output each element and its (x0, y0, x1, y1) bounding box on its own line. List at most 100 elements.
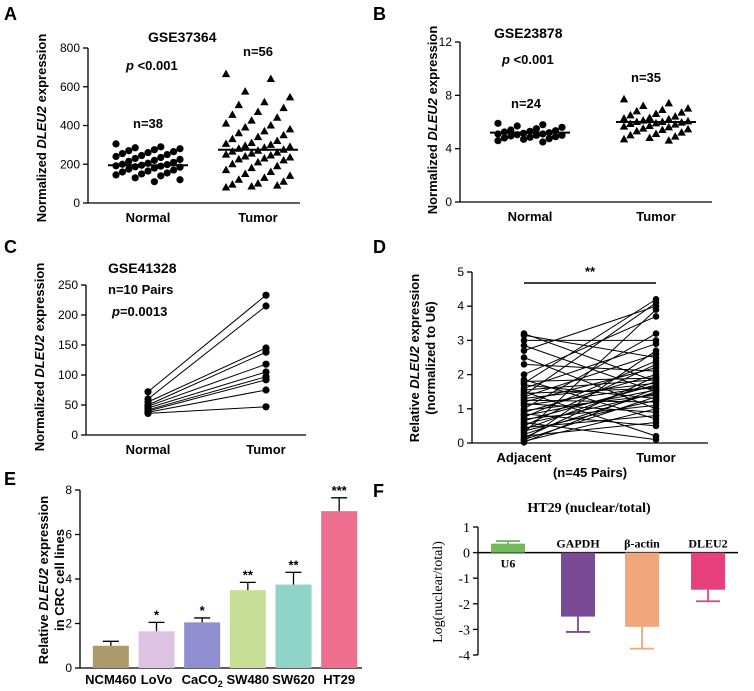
panel-b-y-tick-label: 12 (439, 35, 453, 49)
panel-c-pair-line (147, 363, 267, 407)
panel-a-ylabel: Normalized DLEU2 expression (34, 34, 49, 223)
panel-a-x-tick-label: Normal (126, 210, 171, 225)
panel-a-point (260, 153, 269, 162)
panel-a-point (221, 139, 231, 147)
panel-a-point (260, 126, 269, 135)
panel-d-point (652, 330, 660, 337)
panel-f-bar (561, 552, 595, 617)
panel-d-pair-line (523, 384, 657, 422)
panel-b-point (645, 113, 654, 121)
panel-a-point (176, 155, 184, 164)
panel-b-point (532, 125, 541, 133)
panel-d-x-tick-label: Adjacent (497, 450, 553, 465)
panel-a-point (285, 171, 295, 179)
panel-a-point (176, 176, 184, 184)
panel-a-point (266, 74, 275, 82)
panel-d-point (652, 436, 660, 443)
panel-a-point (131, 174, 139, 182)
panel-b-point (520, 135, 528, 143)
panel-a-point (273, 113, 282, 121)
panel-b-title: GSE23878 (494, 25, 563, 41)
panel-a-point (112, 152, 120, 161)
panel-a-point (285, 142, 295, 150)
panel-a-point (157, 172, 165, 180)
panel-f-bar-label: GAPDH (556, 537, 600, 551)
panel-b-point (500, 134, 508, 142)
panel-e-x-tick-label: NCM460 (85, 672, 136, 687)
panel-d-point (652, 340, 660, 348)
panel-e-significance: *** (332, 483, 348, 498)
panel-f-bar-label: β-actin (624, 537, 660, 551)
panel-d-pair-line (523, 384, 657, 400)
panel-e-y-tick-label: 4 (65, 572, 72, 586)
panel-a-point (260, 173, 269, 181)
panel-a-chart: GSE37364 p <0.001 n=38 n=56 Normalized D… (34, 29, 300, 225)
panel-d-y-tick-label: 1 (457, 402, 464, 416)
panel-b-point (664, 136, 673, 144)
panel-a-point (285, 152, 295, 161)
panel-label-a: A (4, 4, 17, 24)
panel-d-point (520, 347, 528, 354)
panel-a-point (285, 124, 295, 133)
panel-f-y-tick-label: 1 (463, 521, 470, 536)
panel-d-pair-line (523, 399, 657, 403)
panel-f-chart: HT29 (nuclear/total) Log(nuclear/total) … (431, 501, 738, 664)
panel-a-point (279, 103, 288, 112)
panel-a-point (247, 182, 256, 190)
panel-a-point (285, 92, 295, 101)
panel-a-point (221, 150, 231, 158)
panel-f-bar (491, 543, 525, 553)
panel-f-bar (691, 552, 725, 590)
panel-a-y-tick-label: 600 (60, 80, 80, 94)
panel-b-pvalue: p <0.001 (501, 52, 554, 67)
panel-a-y-tick-label: 200 (60, 157, 80, 171)
panel-a-point (157, 153, 165, 162)
panel-b-point (651, 129, 661, 137)
panel-d-ylabel-2: (normalized to U6) (423, 301, 438, 414)
panel-b-point (619, 94, 629, 103)
panel-b-point (664, 114, 673, 123)
panel-c-point (144, 388, 152, 396)
panel-a-point (234, 175, 243, 183)
panel-b-point (626, 110, 635, 119)
panel-c-title: GSE41328 (108, 260, 177, 276)
panel-d-y-tick-label: 2 (457, 368, 464, 382)
panel-d-y-tick-label: 0 (457, 436, 464, 450)
panel-a-point (228, 134, 237, 143)
panel-label-b: B (373, 4, 386, 24)
panel-a-point (266, 167, 275, 175)
panel-b-point (645, 121, 654, 129)
panel-c-subtitle: n=10 Pairs (108, 282, 173, 297)
panel-a-point (228, 180, 237, 188)
panel-e-x-tick-label: CaCO2 (182, 672, 223, 689)
panel-e-bar (92, 645, 129, 668)
panel-a-point (247, 116, 256, 124)
panel-d-point (520, 331, 528, 339)
panel-a-point (273, 181, 282, 189)
panel-b-point (507, 132, 515, 140)
panel-e-y-tick-label: 6 (65, 528, 72, 542)
panel-c-pair-line (147, 305, 267, 400)
panel-e-bar (275, 584, 312, 668)
panel-a-point (241, 141, 250, 149)
panel-b-y-tick-label: 4 (445, 142, 452, 156)
panel-d-point (652, 313, 660, 320)
panel-d-y-tick-label: 4 (457, 299, 464, 313)
panel-e-bar (184, 622, 221, 668)
panel-b-point (683, 124, 693, 133)
panel-a-point (266, 140, 275, 148)
panel-a-point (131, 154, 139, 163)
panel-d-point (652, 419, 660, 426)
panel-b-point (664, 122, 673, 131)
panel-c-pvalue: p=0.0013 (111, 304, 167, 319)
panel-e-y-tick-label: 2 (65, 617, 72, 631)
panel-a-point (163, 150, 171, 159)
panel-c-pair-line (147, 376, 267, 411)
panel-e-bar (138, 631, 175, 668)
panel-f-bar-label: DLEU2 (688, 537, 727, 551)
panel-a-point (163, 169, 171, 177)
panel-f-y-tick-label: -4 (458, 649, 470, 664)
panel-b-chart: GSE23878 p <0.001 n=24 n=35 Normalized D… (425, 25, 712, 224)
panel-d-pair-line (523, 403, 657, 413)
panel-b-point (645, 133, 654, 141)
